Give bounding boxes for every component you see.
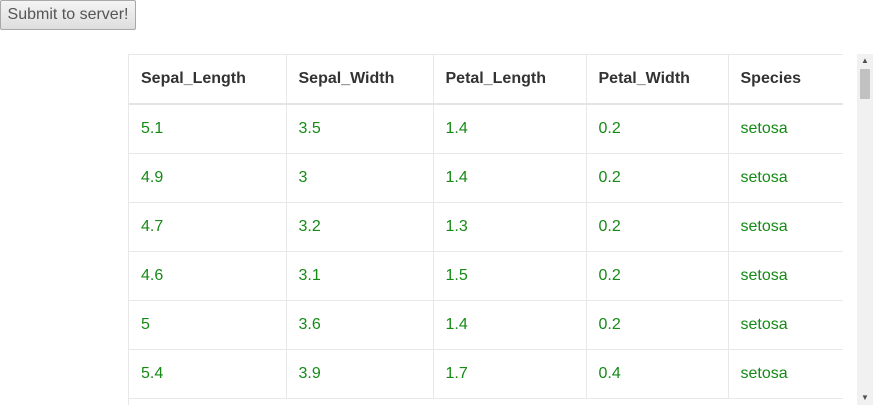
table-cell: 3.1 (286, 251, 434, 301)
table-cell: 3 (286, 153, 434, 203)
table-cell: 0.2 (586, 300, 729, 350)
data-table: Sepal_Length Sepal_Width Petal_Length Pe… (129, 55, 843, 399)
table-cell: 4.9 (129, 153, 287, 203)
data-table-container[interactable]: Sepal_Length Sepal_Width Petal_Length Pe… (128, 54, 843, 405)
column-header-sepal-width[interactable]: Sepal_Width (286, 55, 434, 105)
submit-to-server-button[interactable]: Submit to server! (0, 0, 136, 30)
table-cell: 0.2 (586, 251, 729, 301)
table-row: 5 3.6 1.4 0.2 setosa (129, 300, 843, 350)
table-cell: 3.2 (286, 202, 434, 252)
table-cell: 1.4 (433, 153, 587, 203)
table-cell: setosa (728, 251, 843, 301)
table-row: 5.4 3.9 1.7 0.4 setosa (129, 349, 843, 399)
table-cell: 0.2 (586, 104, 729, 154)
table-row: 4.9 3 1.4 0.2 setosa (129, 153, 843, 203)
table-header-row: Sepal_Length Sepal_Width Petal_Length Pe… (129, 55, 843, 105)
scrollbar-thumb[interactable] (860, 69, 870, 99)
table-cell: setosa (728, 202, 843, 252)
table-row: 4.6 3.1 1.5 0.2 setosa (129, 251, 843, 301)
table-cell: setosa (728, 349, 843, 399)
table-cell: 5 (129, 300, 287, 350)
scroll-up-arrow-icon[interactable]: ▲ (861, 56, 869, 65)
table-cell: 3.6 (286, 300, 434, 350)
table-cell: 0.4 (586, 349, 729, 399)
column-header-sepal-length[interactable]: Sepal_Length (129, 55, 287, 105)
table-cell: setosa (728, 153, 843, 203)
table-cell: 1.5 (433, 251, 587, 301)
table-cell: 0.2 (586, 202, 729, 252)
table-cell: 4.7 (129, 202, 287, 252)
scroll-down-arrow-icon[interactable]: ▼ (861, 393, 869, 402)
table-cell: 1.3 (433, 202, 587, 252)
column-header-species[interactable]: Species (728, 55, 843, 105)
table-cell: setosa (728, 104, 843, 154)
vertical-scrollbar[interactable]: ▲ ▼ (857, 54, 873, 405)
table-row: 5.1 3.5 1.4 0.2 setosa (129, 104, 843, 154)
column-header-petal-width[interactable]: Petal_Width (586, 55, 729, 105)
table-cell: setosa (728, 300, 843, 350)
table-row: 4.7 3.2 1.3 0.2 setosa (129, 202, 843, 252)
table-cell: 3.5 (286, 104, 434, 154)
table-cell: 1.4 (433, 300, 587, 350)
table-cell: 4.6 (129, 251, 287, 301)
table-cell: 1.7 (433, 349, 587, 399)
table-cell: 3.9 (286, 349, 434, 399)
table-cell: 5.4 (129, 349, 287, 399)
table-cell: 5.1 (129, 104, 287, 154)
column-header-petal-length[interactable]: Petal_Length (433, 55, 587, 105)
table-cell: 1.4 (433, 104, 587, 154)
table-cell: 0.2 (586, 153, 729, 203)
